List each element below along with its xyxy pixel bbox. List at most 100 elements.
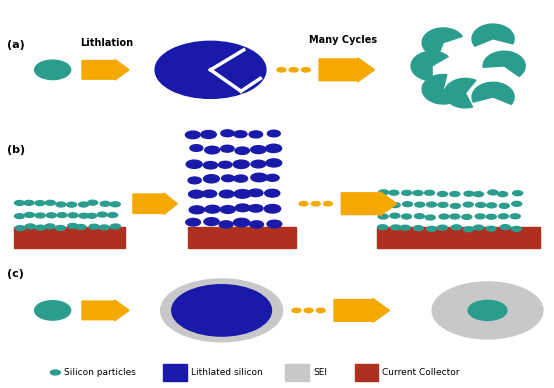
Ellipse shape [304,308,313,313]
Ellipse shape [266,159,281,167]
Ellipse shape [107,213,117,218]
Ellipse shape [415,202,425,207]
Ellipse shape [468,300,507,320]
Ellipse shape [499,203,509,208]
Ellipse shape [249,205,263,212]
Ellipse shape [68,223,78,229]
Bar [377,227,540,248]
Ellipse shape [378,203,388,208]
Ellipse shape [264,204,281,213]
Ellipse shape [190,145,203,151]
Ellipse shape [14,214,24,218]
Ellipse shape [432,282,543,339]
Text: SEI: SEI [313,368,327,377]
Ellipse shape [427,202,437,207]
Ellipse shape [251,173,268,182]
Ellipse shape [500,225,510,230]
Ellipse shape [45,224,55,229]
Ellipse shape [110,202,120,207]
Ellipse shape [189,206,204,214]
Ellipse shape [378,190,388,195]
Ellipse shape [233,218,250,227]
Ellipse shape [299,201,308,206]
Ellipse shape [249,221,264,228]
Ellipse shape [311,201,320,206]
Text: (a): (a) [7,40,24,50]
Ellipse shape [438,203,448,207]
Ellipse shape [24,213,34,217]
Ellipse shape [203,175,219,183]
Ellipse shape [219,190,234,198]
Ellipse shape [24,201,34,205]
Ellipse shape [79,202,89,207]
Ellipse shape [55,225,65,230]
Ellipse shape [201,130,216,139]
Ellipse shape [413,226,423,230]
Text: (b): (b) [7,145,25,155]
Ellipse shape [424,191,434,195]
Ellipse shape [25,224,35,229]
Ellipse shape [324,201,332,206]
Ellipse shape [390,213,400,218]
Text: Many Cycles: Many Cycles [310,35,377,45]
Ellipse shape [219,221,233,228]
Ellipse shape [301,68,310,72]
Ellipse shape [427,227,437,231]
Ellipse shape [292,308,301,313]
Ellipse shape [378,214,388,219]
Ellipse shape [203,161,218,169]
Ellipse shape [452,225,461,230]
Ellipse shape [486,214,496,219]
Ellipse shape [488,190,498,195]
Ellipse shape [277,68,286,72]
Ellipse shape [389,190,399,195]
Ellipse shape [155,41,266,99]
Ellipse shape [248,189,263,197]
Ellipse shape [79,213,89,218]
Wedge shape [444,78,476,108]
Ellipse shape [220,145,234,152]
Ellipse shape [205,146,219,154]
Ellipse shape [88,200,98,205]
Ellipse shape [464,191,474,196]
Ellipse shape [233,160,249,168]
Ellipse shape [45,200,55,205]
FancyArrow shape [82,60,129,80]
FancyArrow shape [341,192,397,216]
Ellipse shape [99,225,109,230]
Ellipse shape [512,191,522,196]
Bar [14,227,125,248]
Ellipse shape [450,203,460,208]
Wedge shape [411,51,448,81]
Ellipse shape [47,213,57,218]
FancyArrow shape [133,193,177,214]
Ellipse shape [186,218,201,226]
Ellipse shape [486,226,496,231]
Ellipse shape [450,214,460,219]
Ellipse shape [316,308,325,313]
Text: Current Collector: Current Collector [382,368,460,377]
Ellipse shape [510,214,520,219]
Ellipse shape [402,191,412,195]
Ellipse shape [265,144,281,152]
Ellipse shape [474,192,484,197]
Ellipse shape [234,190,251,198]
Ellipse shape [486,203,496,208]
Ellipse shape [438,192,448,196]
Ellipse shape [111,224,121,229]
Ellipse shape [188,177,201,184]
Ellipse shape [220,206,235,213]
Ellipse shape [76,225,86,229]
Ellipse shape [188,190,204,198]
Wedge shape [472,24,514,46]
Ellipse shape [265,189,280,197]
Ellipse shape [413,191,423,196]
Ellipse shape [475,214,485,219]
Ellipse shape [222,175,234,182]
Ellipse shape [267,220,282,228]
FancyArrow shape [319,58,375,82]
Wedge shape [472,82,514,104]
Ellipse shape [14,201,24,205]
Ellipse shape [234,131,247,138]
Ellipse shape [402,214,412,219]
